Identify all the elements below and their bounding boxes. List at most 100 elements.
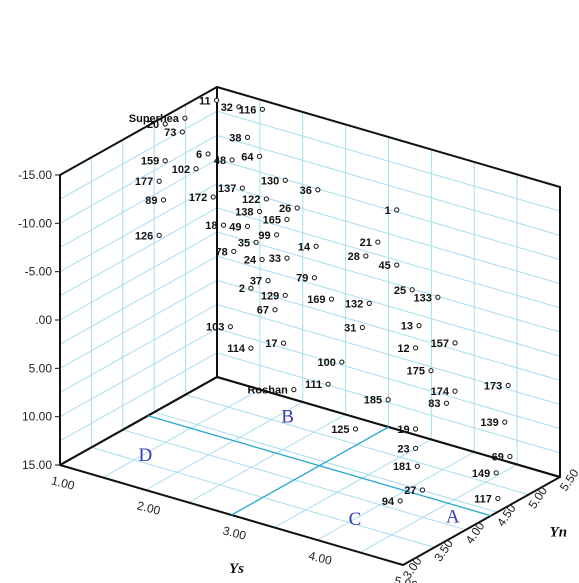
- point-label: 33: [269, 253, 281, 265]
- data-point: [256, 153, 263, 159]
- floor-grid-line: [274, 439, 432, 528]
- data-point: [280, 340, 287, 346]
- x-axis-title: Ys: [229, 561, 244, 577]
- point-label: 102: [172, 164, 190, 176]
- data-point: [248, 345, 254, 351]
- left-wall-grid-line: [59, 304, 218, 393]
- back-wall-grid-line: [216, 207, 561, 309]
- point-label: 94: [382, 496, 395, 508]
- data-point: [284, 255, 290, 261]
- left-wall-grid-line: [59, 231, 218, 321]
- point-label: 18: [205, 220, 217, 232]
- back-wall-grid-line: [216, 159, 561, 260]
- data-point: [328, 296, 335, 302]
- data-point: [156, 232, 162, 238]
- point-label: 25: [394, 285, 406, 297]
- floor-grid-line: [102, 389, 261, 478]
- data-point: [282, 177, 288, 183]
- data-point: [397, 498, 403, 504]
- point-label: 116: [239, 104, 257, 116]
- point-label: 175: [407, 366, 425, 378]
- point-label: 103: [206, 322, 224, 334]
- y-tick-label: 4.00: [463, 519, 488, 546]
- point-label: 177: [135, 176, 153, 188]
- data-point: [428, 368, 434, 374]
- point-label: 122: [242, 194, 260, 206]
- z-tick-label: 15.00: [22, 458, 52, 472]
- data-point: [239, 185, 245, 191]
- region-label-c: C: [349, 509, 362, 530]
- point-label: 64: [241, 151, 254, 163]
- back-wall-grid-line: [216, 304, 561, 405]
- back-wall-grid-line: [216, 183, 561, 285]
- back-wall-frame: [216, 86, 561, 478]
- left-wall-grid-line: [59, 159, 218, 248]
- point-label: 67: [257, 305, 269, 317]
- data-point: [248, 285, 254, 291]
- data-point: [394, 207, 400, 213]
- data-point: [244, 134, 251, 140]
- data-point: [359, 324, 366, 331]
- left-wall-grid-line: [59, 207, 218, 297]
- x-tick-label: 2.00: [136, 499, 162, 518]
- point-label: 11: [199, 95, 211, 107]
- point-label: 69: [492, 452, 504, 464]
- data-point: [259, 256, 265, 263]
- point-label: 20: [147, 119, 159, 131]
- floor-grid-line: [145, 401, 303, 491]
- x-tick-label: 3.00: [221, 524, 247, 543]
- data-point: [452, 388, 458, 394]
- data-point: [253, 239, 259, 245]
- left-wall-grid-line: [59, 328, 218, 418]
- data-point: [259, 106, 265, 112]
- point-label: Roshan: [247, 385, 288, 397]
- point-label: 138: [235, 206, 253, 218]
- y-tick-label: 3.50: [431, 537, 456, 564]
- data-point: [414, 463, 420, 469]
- data-point: [227, 324, 233, 330]
- data-point: [394, 262, 400, 268]
- point-label: 19: [397, 424, 409, 436]
- data-point: [443, 400, 450, 406]
- data-point: [366, 300, 372, 306]
- point-label: 35: [238, 237, 250, 249]
- data-point: [495, 495, 501, 502]
- data-point: [182, 115, 188, 121]
- data-point: [412, 426, 419, 432]
- point-label: 132: [345, 298, 363, 310]
- data-point: [284, 216, 290, 223]
- data-point: [160, 197, 167, 203]
- floor-grid-line: [317, 451, 475, 541]
- point-label: 73: [164, 127, 176, 139]
- data-point: [263, 196, 269, 202]
- point-label: 130: [261, 175, 279, 187]
- point-label: 137: [218, 183, 236, 195]
- left-wall-grid-line: [59, 279, 218, 369]
- point-label: 157: [431, 338, 449, 350]
- data-point: [265, 278, 271, 284]
- point-label: 185: [364, 395, 382, 407]
- data-point: [352, 426, 359, 432]
- z-tick-label: -10.00: [18, 216, 52, 230]
- y-tick-label: 5.00: [525, 484, 550, 511]
- data-point: [311, 275, 317, 281]
- x-tick-label: 4.00: [307, 549, 333, 568]
- left-wall-grid-line: [59, 255, 218, 345]
- data-point: [502, 419, 508, 425]
- data-point: [231, 248, 237, 254]
- data-point: [244, 223, 251, 229]
- point-label: 6: [196, 149, 202, 161]
- point-label: 12: [397, 343, 409, 355]
- region-label-a: A: [446, 507, 460, 528]
- point-label: 173: [484, 380, 502, 392]
- data-point: [313, 243, 319, 249]
- quadrant-divider-line: [147, 415, 492, 517]
- data-point: [507, 453, 513, 460]
- x-tick-label: 5.00: [393, 574, 419, 583]
- point-label: 17: [265, 338, 277, 350]
- data-point: [274, 232, 280, 238]
- point-label: 24: [244, 255, 257, 267]
- data-point: [294, 205, 300, 211]
- point-label: 48: [214, 155, 226, 167]
